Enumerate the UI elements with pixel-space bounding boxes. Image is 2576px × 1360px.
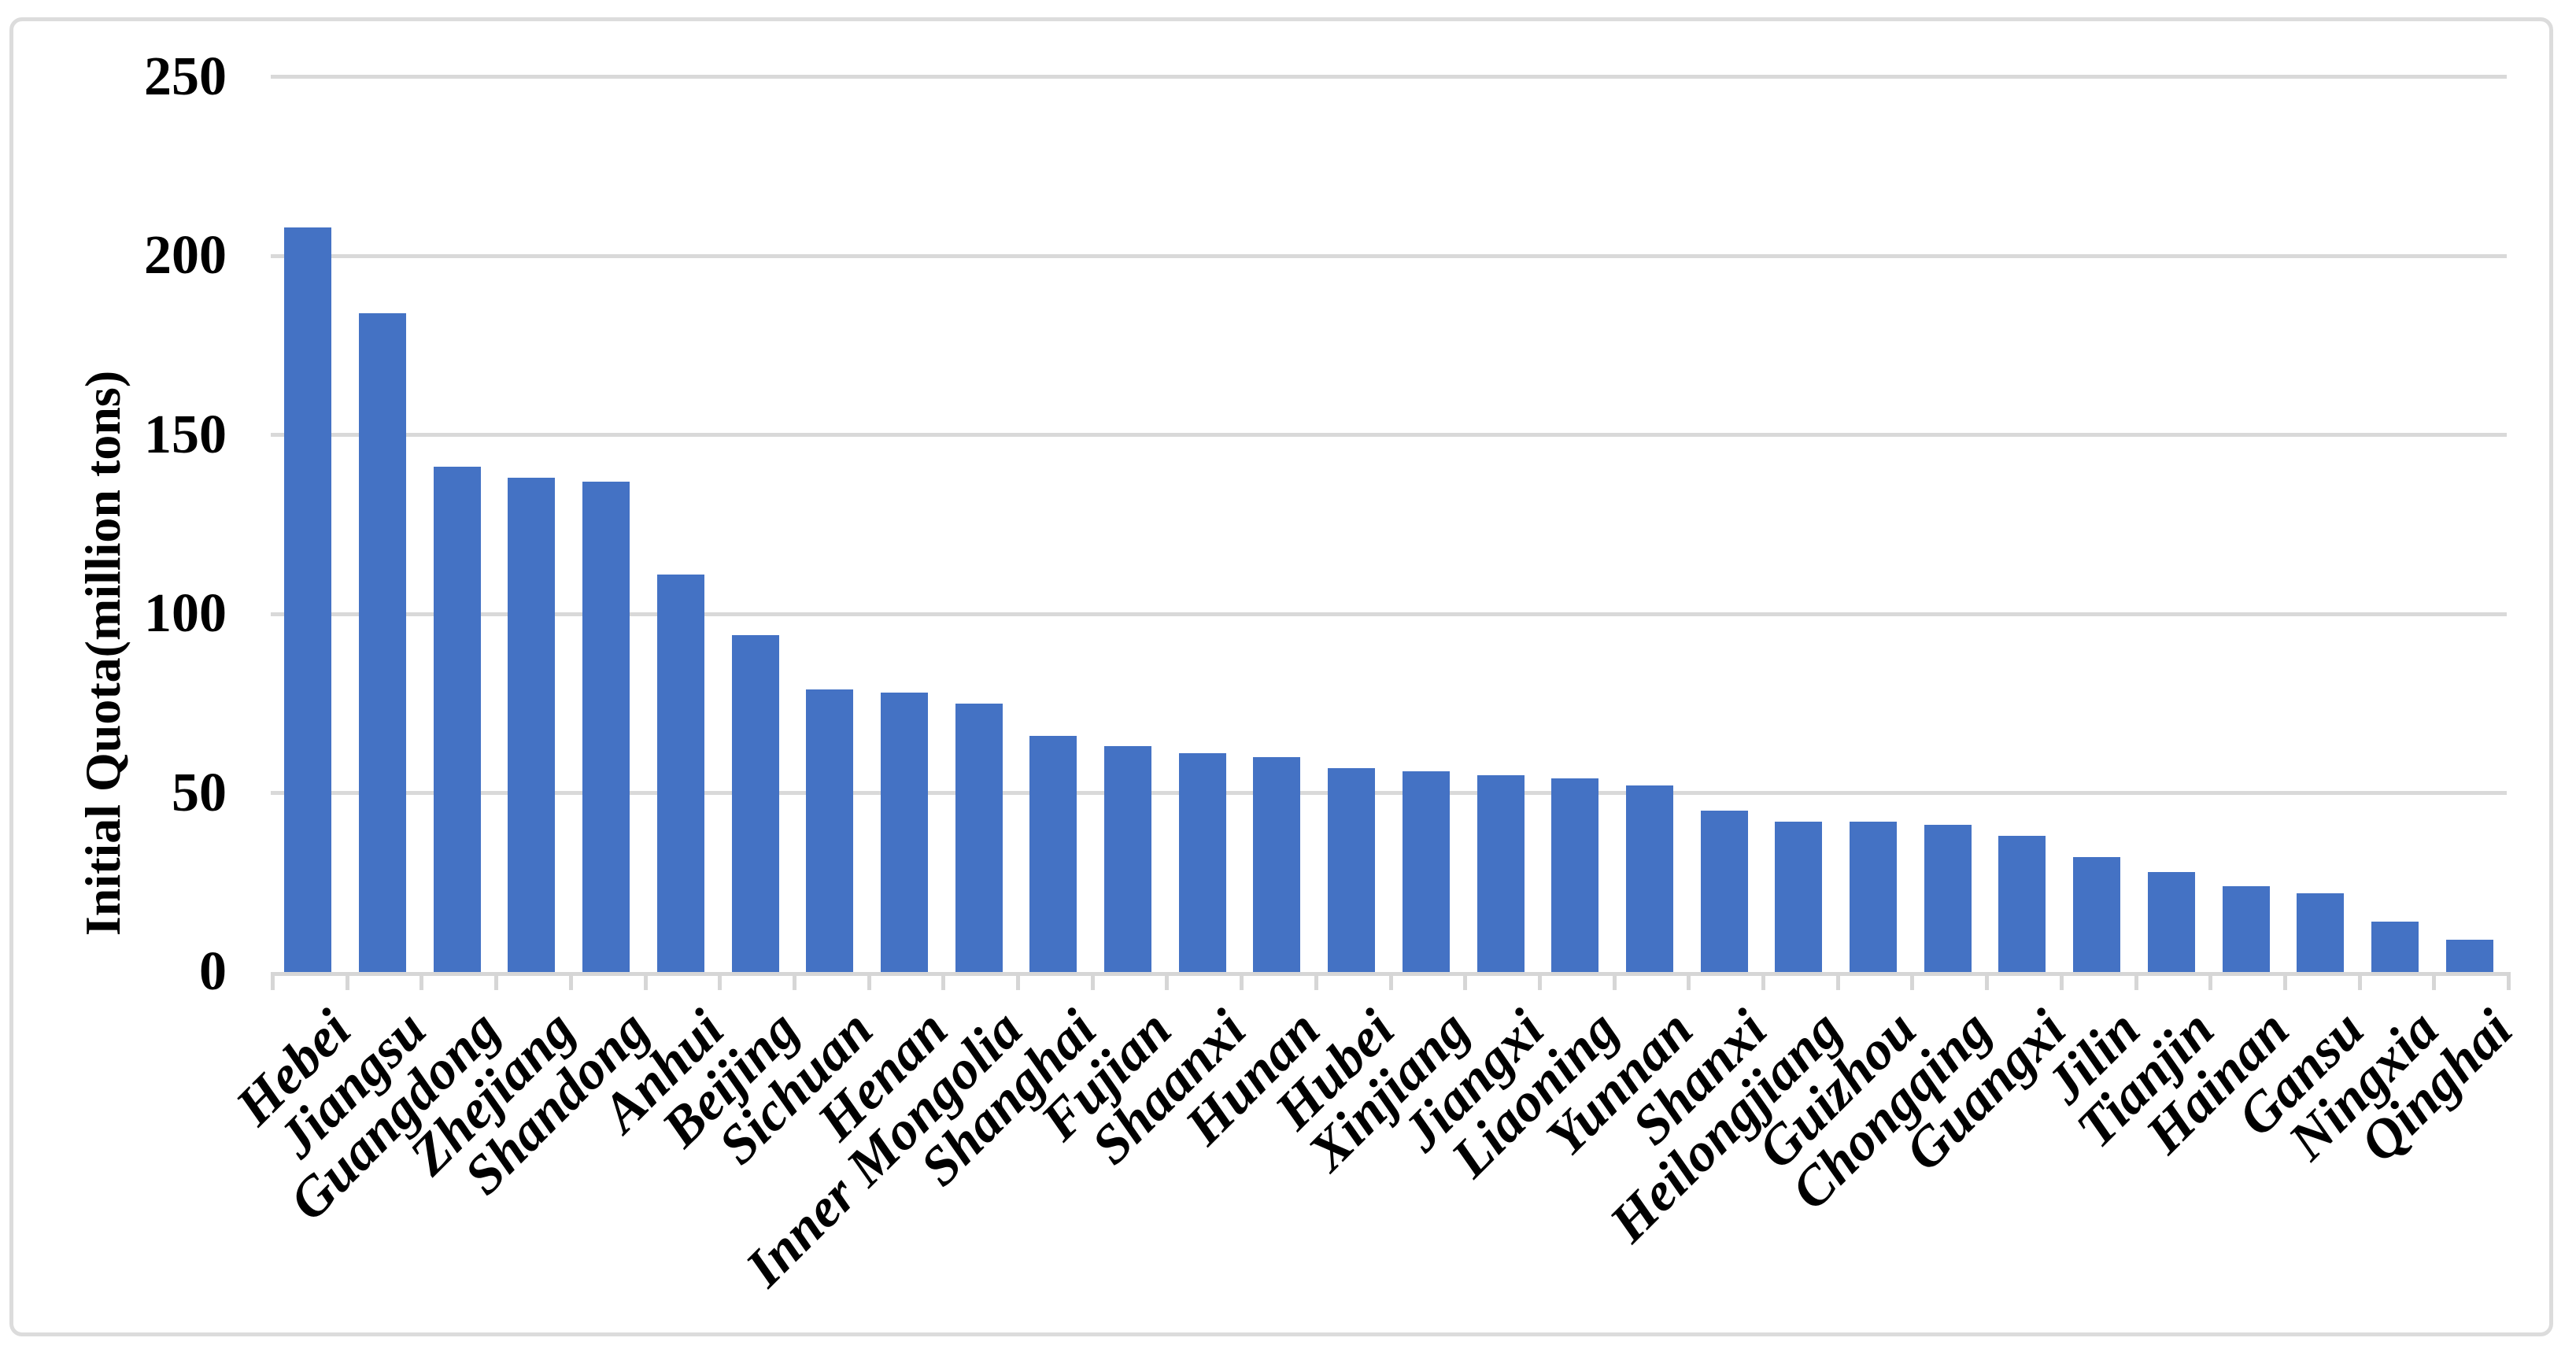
- x-axis-tick: [792, 974, 796, 990]
- x-axis-line: [271, 972, 2511, 976]
- bar-hubei: [1328, 767, 1376, 972]
- bar-sichuan: [806, 689, 854, 972]
- bar-inner-mongolia: [955, 703, 1003, 972]
- gridline: [271, 791, 2507, 795]
- bar-zhejiang: [508, 478, 556, 972]
- y-tick-label: 250: [144, 46, 227, 107]
- x-axis-tick: [568, 974, 573, 990]
- x-axis-tick: [1016, 974, 1020, 990]
- bar-hebei: [284, 227, 332, 972]
- y-axis-title: Initial Quota(million tons): [75, 370, 131, 937]
- bar-jiangxi: [1476, 774, 1525, 972]
- bar-yunnan: [1625, 785, 1673, 972]
- bar-beijing: [731, 635, 779, 972]
- bar-shandong: [582, 481, 630, 972]
- chart-frame-border: [9, 17, 2553, 1336]
- gridline: [271, 253, 2507, 258]
- y-tick-label: 0: [199, 941, 227, 1002]
- x-axis-tick: [1463, 974, 1468, 990]
- x-axis-tick: [2282, 974, 2287, 990]
- x-axis-tick: [345, 974, 349, 990]
- bar-qinghai: [2445, 940, 2493, 972]
- x-axis-tick: [1612, 974, 1617, 990]
- bar-guizhou: [1850, 821, 1898, 972]
- bar-henan: [880, 693, 928, 972]
- bar-guangxi: [1998, 836, 2046, 972]
- x-axis-tick: [718, 974, 723, 990]
- bar-heilongjiang: [1775, 821, 1823, 972]
- gridline: [271, 612, 2507, 616]
- bar-chongqing: [1924, 825, 1972, 972]
- y-tick-label: 200: [144, 225, 227, 286]
- x-axis-tick: [2507, 974, 2511, 990]
- bar-shaanxi: [1178, 753, 1226, 972]
- x-axis-tick: [1537, 974, 1542, 990]
- bar-jiangsu: [359, 312, 407, 972]
- x-axis-tick: [1314, 974, 1318, 990]
- bar-tianjin: [2147, 871, 2195, 972]
- gridline: [271, 75, 2507, 79]
- x-axis-tick: [1985, 974, 1990, 990]
- bar-ningxia: [2371, 922, 2419, 972]
- x-axis-tick: [2432, 974, 2437, 990]
- x-axis-tick: [1761, 974, 1765, 990]
- bar-guangdong: [433, 467, 481, 972]
- x-axis-tick: [1090, 974, 1095, 990]
- x-axis-tick: [271, 974, 275, 990]
- x-axis-tick: [2357, 974, 2362, 990]
- bar-jilin: [2073, 857, 2121, 972]
- x-axis-tick: [1687, 974, 1691, 990]
- bar-xinjiang: [1402, 771, 1450, 972]
- x-axis-tick: [1835, 974, 1840, 990]
- x-axis-tick: [2134, 974, 2138, 990]
- y-tick-label: 100: [144, 583, 227, 644]
- bar-hainan: [2222, 885, 2270, 972]
- x-axis-tick: [2059, 974, 2064, 990]
- bar-fujian: [1104, 746, 1152, 972]
- bar-anhui: [656, 574, 704, 972]
- x-axis-tick: [494, 974, 499, 990]
- bar-gansu: [2297, 893, 2345, 972]
- x-axis-tick: [419, 974, 424, 990]
- gridline: [271, 433, 2507, 437]
- x-axis-tick: [1165, 974, 1170, 990]
- x-axis-tick: [1240, 974, 1244, 990]
- bar-hunan: [1253, 757, 1301, 972]
- bar-shanxi: [1700, 811, 1748, 972]
- x-axis-tick: [2208, 974, 2213, 990]
- y-tick-label: 50: [172, 762, 227, 823]
- x-axis-tick: [867, 974, 871, 990]
- x-axis-tick: [1910, 974, 1915, 990]
- y-tick-label: 150: [144, 404, 227, 465]
- x-axis-tick: [1388, 974, 1393, 990]
- x-axis-tick: [643, 974, 648, 990]
- bar-liaoning: [1551, 778, 1599, 972]
- bar-shanghai: [1029, 735, 1077, 972]
- x-axis-tick: [941, 974, 946, 990]
